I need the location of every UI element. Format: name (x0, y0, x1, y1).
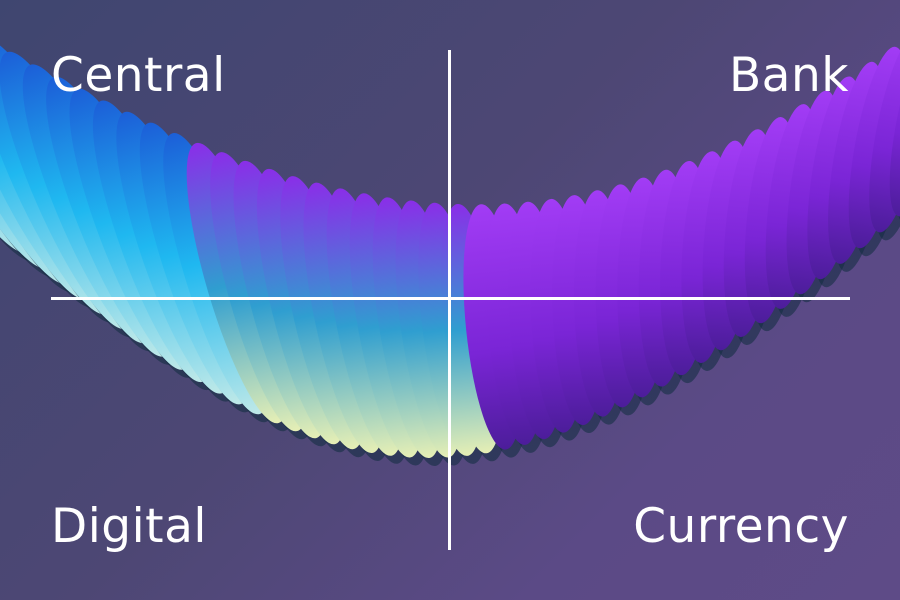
label-bank: Bank (728, 48, 849, 103)
ribbon-blades (0, 0, 900, 467)
vertical-divider (448, 50, 451, 550)
label-central: Central (51, 48, 226, 103)
label-digital: Digital (51, 499, 207, 554)
label-currency: Currency (633, 499, 849, 554)
